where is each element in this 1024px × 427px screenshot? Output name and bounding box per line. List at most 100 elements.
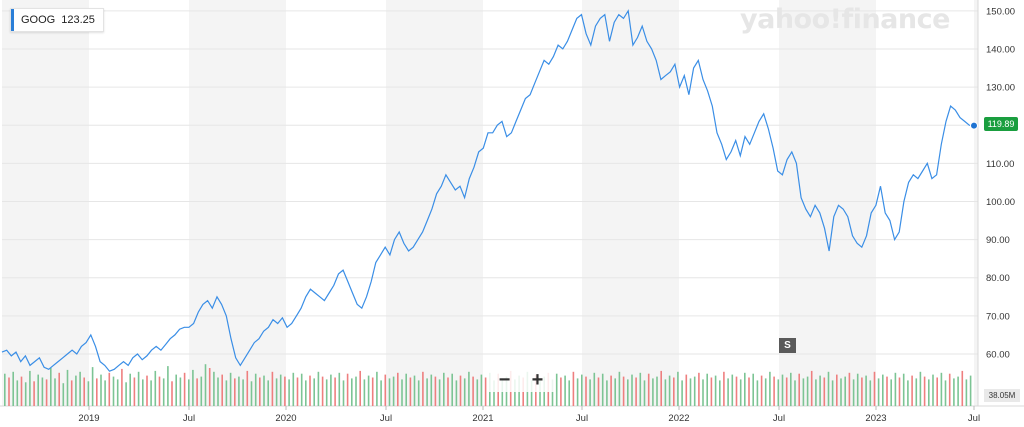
volume-bar [37,374,39,406]
volume-bar [731,374,734,406]
volume-bars [4,364,972,407]
volume-bar [756,380,759,406]
volume-bar [259,377,261,406]
volume-bar [593,372,596,407]
volume-bar [928,379,930,406]
volume-bar [568,380,570,406]
volume-bar [434,376,437,406]
volume-bar [430,374,433,406]
volume-bar [777,379,780,406]
volume-bar [263,375,265,406]
volume-bar [217,377,219,406]
volume-bar [325,379,328,406]
y-tick-label: 60.00 [986,350,1010,361]
volume-bar [417,380,420,406]
volume-bar [171,381,173,406]
y-tick-label: 80.00 [986,273,1010,284]
x-tick-label: 2023 [865,413,886,424]
volume-bar [530,380,533,406]
y-tick-label: 150.00 [986,6,1015,17]
volume-bar [660,370,662,406]
volume-bar [647,373,650,406]
volume-bar [748,377,750,406]
volume-bar [810,370,813,406]
volume-bar [91,367,94,406]
volume-bar [514,379,516,406]
volume-bar [296,377,299,406]
volume-bar [698,372,700,407]
period-band [582,0,679,406]
volume-bar [932,374,934,406]
volume-bar [58,372,60,407]
volume-bar [100,374,102,406]
volume-bar [836,374,838,406]
volume-bar [401,379,403,406]
volume-bar [798,373,800,406]
volume-bar [827,371,830,406]
volume-bar [317,371,320,406]
volume-bar [413,375,416,406]
volume-bar [463,378,466,406]
volume-bar [338,372,341,407]
volume-bar [179,377,182,406]
volume-bar [392,376,395,406]
volume-bar [87,381,90,406]
y-tick-label: 100.00 [986,197,1015,208]
volume-bar [459,375,462,406]
volume-bar [744,372,746,407]
volume-bar [254,373,257,406]
ticker-legend[interactable]: GOOG 123.25 [10,8,104,32]
volume-bar [33,381,35,406]
period-band [386,0,483,406]
volume-bar [62,383,65,406]
volume-bar [12,371,14,406]
volume-bar [869,380,872,406]
volume-bar [208,368,211,406]
volume-bar [714,375,717,406]
zoom-in-button[interactable]: + [531,368,544,391]
volume-label: 38.05M [984,389,1020,402]
grid-lines [0,0,1024,407]
volume-bar [334,377,336,406]
volume-bar [50,368,52,406]
volume-bar [915,378,918,406]
period-band [2,0,89,406]
volume-bar [484,377,487,406]
split-event-marker[interactable]: S [779,338,796,353]
volume-bar [355,376,357,406]
volume-bar [96,378,98,406]
volume-bar [794,380,796,406]
volume-bar [367,375,370,406]
volume-bar [275,378,278,406]
volume-bar [735,376,738,406]
volume-bar [137,371,140,406]
series-color-swatch [11,9,14,31]
volume-bar [234,378,236,406]
volume-bar [848,372,851,407]
zoom-out-button[interactable]: − [498,368,511,391]
x-tick-label: 2022 [668,413,689,424]
volume-bar [957,376,959,406]
volume-bar [501,378,504,406]
volume-bar [806,376,809,406]
volume-bar [8,377,10,406]
volume-bar [752,373,754,406]
volume-bar [371,377,374,406]
volume-bar [351,378,353,406]
x-tick-label: Jul [968,413,980,424]
volume-bar [158,376,161,406]
x-tick-label: 2021 [472,413,493,424]
volume-bar [146,375,148,406]
volume-bar [944,380,947,406]
volume-bar [948,373,951,406]
volume-bar [727,378,729,406]
volume-bar [719,380,721,406]
volume-bar [468,371,470,406]
volume-bar [200,376,203,406]
volume-bar [305,380,307,406]
volume-bar [79,371,81,406]
volume-bar [823,377,826,406]
volume-bar [66,369,69,406]
volume-bar [493,380,495,406]
